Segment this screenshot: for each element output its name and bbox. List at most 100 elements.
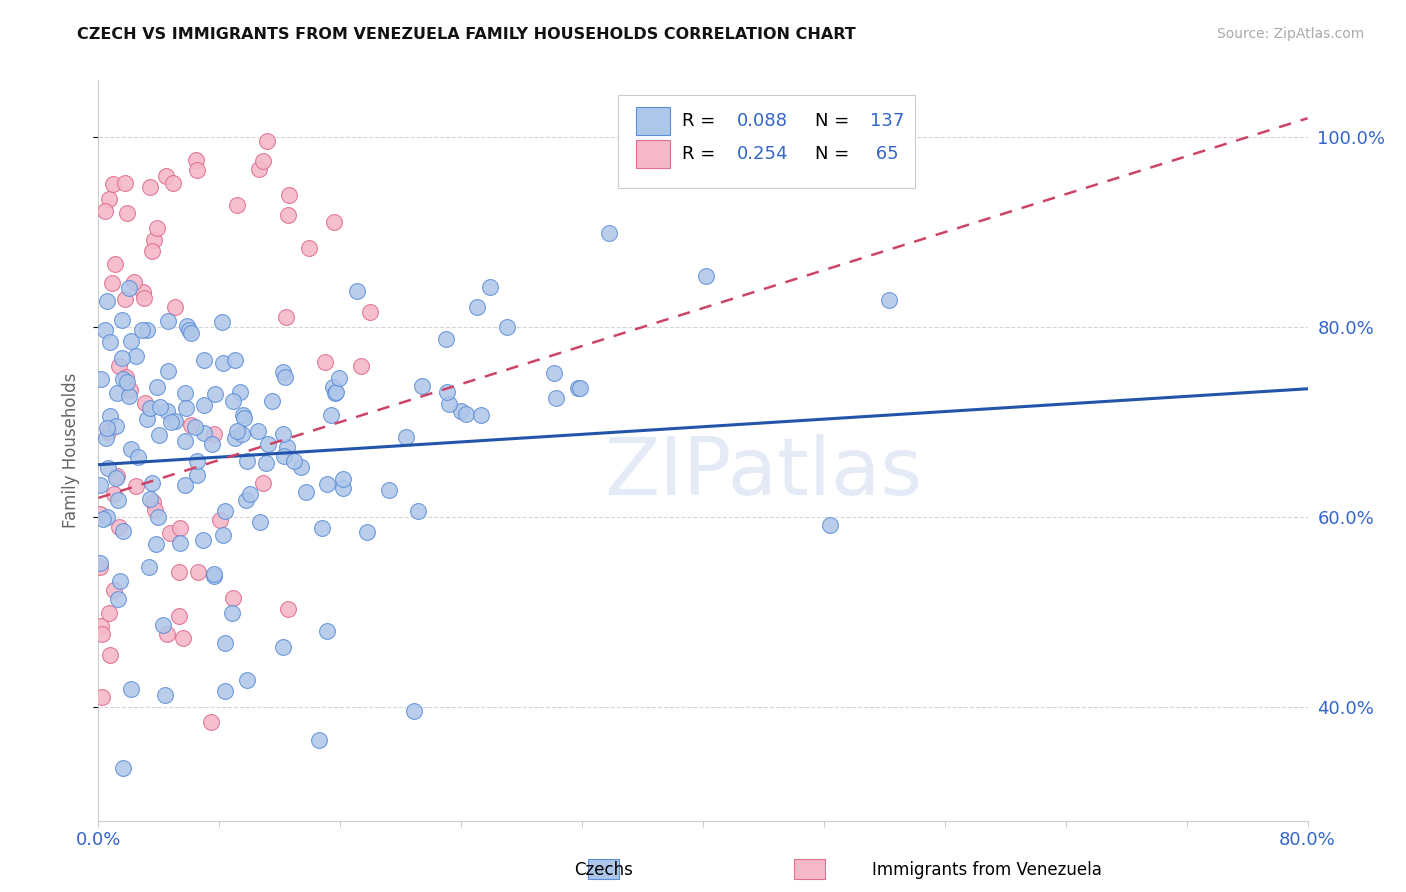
- Point: [349, 359, 371, 373]
- Point: [567, 381, 589, 395]
- Point: [134, 395, 156, 409]
- Text: 65: 65: [870, 145, 898, 163]
- Point: [186, 454, 208, 468]
- Point: [294, 485, 316, 500]
- Point: [271, 365, 294, 379]
- Point: [114, 176, 136, 190]
- Point: [162, 176, 184, 190]
- Point: [120, 442, 142, 456]
- Point: [97, 192, 120, 206]
- Point: [115, 370, 138, 384]
- Point: [105, 469, 128, 483]
- Point: [356, 524, 378, 539]
- Point: [97, 606, 120, 620]
- Point: [332, 472, 354, 486]
- Point: [226, 198, 249, 212]
- Point: [211, 315, 233, 329]
- Point: [274, 310, 297, 324]
- Point: [252, 154, 274, 169]
- Point: [695, 268, 717, 283]
- Point: [252, 475, 274, 490]
- Point: [204, 566, 226, 581]
- Point: [470, 408, 492, 422]
- Point: [157, 364, 180, 378]
- Point: [107, 520, 129, 534]
- Point: [316, 477, 339, 491]
- Text: N =: N =: [815, 145, 855, 163]
- Point: [346, 284, 368, 298]
- Point: [142, 233, 165, 247]
- Point: [221, 607, 243, 621]
- Point: [325, 385, 347, 400]
- Point: [212, 528, 235, 542]
- Point: [118, 383, 141, 397]
- Text: R =: R =: [682, 145, 721, 163]
- Point: [135, 412, 157, 426]
- Point: [89, 477, 111, 491]
- Point: [254, 456, 277, 470]
- Point: [378, 483, 401, 497]
- Point: [323, 385, 346, 400]
- Point: [277, 187, 299, 202]
- Point: [146, 509, 169, 524]
- Point: [437, 396, 460, 410]
- Point: [104, 419, 127, 434]
- Point: [277, 208, 299, 222]
- Point: [193, 426, 215, 441]
- Point: [160, 415, 183, 429]
- Point: [120, 334, 142, 348]
- Point: [104, 257, 127, 271]
- Point: [89, 557, 111, 571]
- Point: [172, 632, 194, 646]
- Point: [818, 517, 841, 532]
- Point: [322, 215, 344, 229]
- Point: [311, 521, 333, 535]
- Point: [186, 163, 208, 178]
- Point: [142, 495, 165, 509]
- Point: [167, 566, 190, 580]
- Point: [148, 428, 170, 442]
- Point: [543, 366, 565, 380]
- Point: [169, 535, 191, 549]
- Point: [136, 323, 159, 337]
- Point: [235, 453, 257, 467]
- Point: [395, 430, 418, 444]
- Point: [228, 385, 250, 400]
- Point: [149, 400, 172, 414]
- Point: [89, 372, 111, 386]
- Point: [96, 425, 118, 439]
- Point: [101, 276, 124, 290]
- Text: 137: 137: [870, 112, 904, 130]
- Point: [224, 353, 246, 368]
- Point: [186, 468, 208, 483]
- Point: [202, 569, 225, 583]
- Point: [193, 398, 215, 412]
- FancyBboxPatch shape: [637, 107, 671, 135]
- Point: [94, 323, 117, 337]
- Point: [544, 391, 567, 405]
- Point: [98, 648, 121, 663]
- Point: [225, 424, 247, 438]
- Point: [139, 401, 162, 415]
- Bar: [588, 859, 619, 879]
- Point: [222, 393, 245, 408]
- Point: [239, 486, 262, 500]
- Point: [174, 386, 197, 401]
- Point: [91, 627, 114, 641]
- Point: [156, 314, 179, 328]
- Point: [107, 591, 129, 606]
- Point: [249, 515, 271, 529]
- Point: [478, 280, 501, 294]
- Point: [98, 334, 121, 349]
- Point: [436, 384, 458, 399]
- Point: [89, 507, 111, 521]
- Point: [112, 524, 135, 538]
- Point: [246, 424, 269, 438]
- Point: [131, 323, 153, 337]
- Text: 0.254: 0.254: [737, 145, 789, 163]
- Point: [156, 403, 179, 417]
- Point: [141, 476, 163, 491]
- Point: [569, 381, 592, 395]
- Point: [204, 386, 226, 401]
- Point: [184, 153, 207, 167]
